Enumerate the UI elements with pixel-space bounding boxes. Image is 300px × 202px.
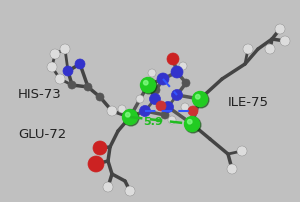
Circle shape xyxy=(141,79,157,94)
Circle shape xyxy=(184,117,200,132)
Circle shape xyxy=(179,63,187,71)
Circle shape xyxy=(157,74,169,86)
Circle shape xyxy=(136,96,144,103)
Circle shape xyxy=(275,25,285,35)
Circle shape xyxy=(280,37,290,47)
Circle shape xyxy=(168,116,176,124)
Circle shape xyxy=(182,80,190,87)
Circle shape xyxy=(96,94,104,101)
Circle shape xyxy=(125,113,130,117)
Circle shape xyxy=(125,186,135,196)
Circle shape xyxy=(161,112,169,119)
Circle shape xyxy=(193,93,209,108)
Text: 5.9: 5.9 xyxy=(143,116,163,126)
Circle shape xyxy=(140,106,151,117)
Circle shape xyxy=(60,45,70,55)
Circle shape xyxy=(143,81,148,86)
Circle shape xyxy=(188,120,192,124)
Circle shape xyxy=(122,110,137,125)
Circle shape xyxy=(123,110,139,126)
Circle shape xyxy=(163,102,173,113)
Circle shape xyxy=(93,141,107,155)
Circle shape xyxy=(181,103,189,112)
Circle shape xyxy=(50,50,60,60)
Circle shape xyxy=(55,75,65,85)
Circle shape xyxy=(96,144,104,152)
Circle shape xyxy=(185,118,201,133)
Circle shape xyxy=(63,67,73,77)
Circle shape xyxy=(167,54,179,66)
Circle shape xyxy=(171,67,183,79)
Text: HIS-73: HIS-73 xyxy=(18,88,62,101)
Text: GLU-72: GLU-72 xyxy=(18,128,66,141)
Circle shape xyxy=(84,84,92,92)
Circle shape xyxy=(107,106,117,116)
Text: ILE-75: ILE-75 xyxy=(228,96,269,109)
Circle shape xyxy=(148,70,156,78)
Circle shape xyxy=(47,63,57,73)
Circle shape xyxy=(68,82,76,89)
Circle shape xyxy=(88,156,104,172)
Circle shape xyxy=(237,146,247,156)
Circle shape xyxy=(243,45,253,55)
Circle shape xyxy=(196,95,200,100)
Circle shape xyxy=(118,105,126,114)
Circle shape xyxy=(193,92,208,107)
Circle shape xyxy=(227,164,237,174)
Circle shape xyxy=(103,182,113,192)
Circle shape xyxy=(172,90,182,101)
Circle shape xyxy=(140,78,155,93)
Circle shape xyxy=(188,106,198,116)
Circle shape xyxy=(265,45,275,55)
Circle shape xyxy=(75,60,85,70)
Circle shape xyxy=(156,101,166,112)
Circle shape xyxy=(152,87,160,95)
Circle shape xyxy=(149,94,161,105)
